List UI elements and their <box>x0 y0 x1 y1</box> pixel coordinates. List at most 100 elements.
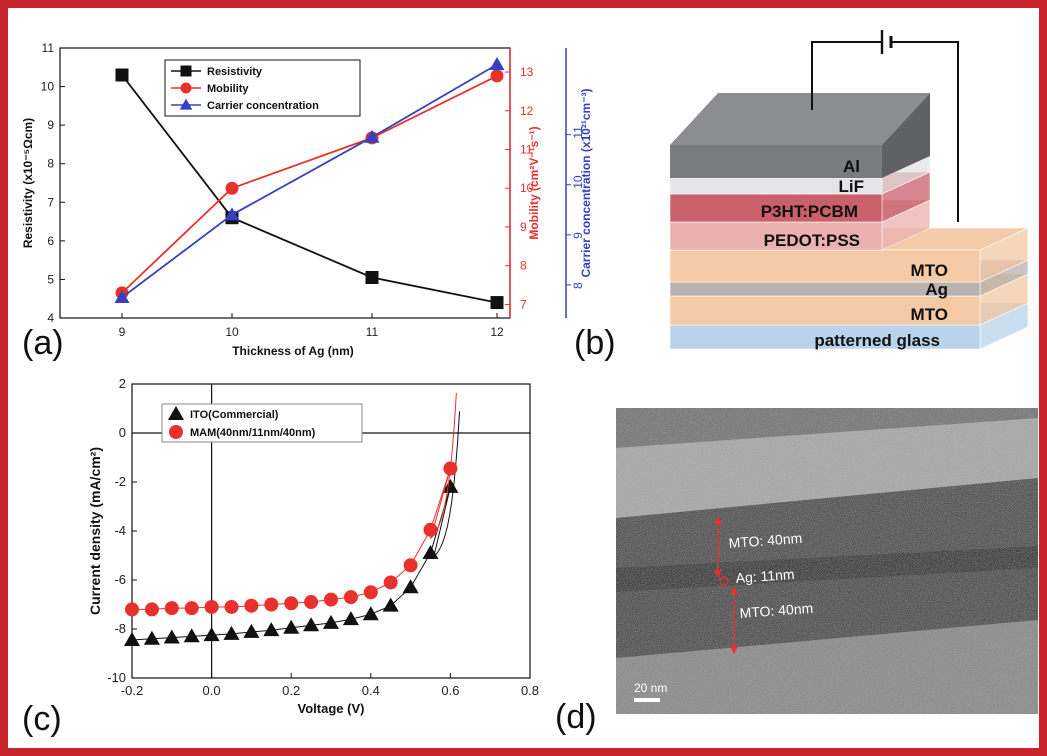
layer-p3ht-pcbm-front <box>669 193 883 223</box>
circuit-wire-right <box>891 41 959 222</box>
layer-al-side <box>882 93 930 178</box>
data-point-carrier-concentration <box>114 289 130 303</box>
x-tick-label: 9 <box>119 325 126 339</box>
arrow-head <box>714 570 722 578</box>
legend-marker <box>180 65 192 77</box>
data-point-mam <box>304 595 319 610</box>
carrier-tick-label: 8 <box>571 282 585 289</box>
panel-label-b: (b) <box>574 324 616 362</box>
data-point-mam <box>363 585 378 600</box>
data-point-ito <box>143 630 160 645</box>
tem-top-edge <box>616 408 1038 448</box>
layer-pedot-pss-front <box>669 221 883 251</box>
left-y-tick-label: 8 <box>47 157 54 171</box>
layer-label: P3HT:PCBM <box>761 202 858 221</box>
data-point-resistivity <box>365 271 379 284</box>
data-point-ito <box>442 478 459 493</box>
tem-label-ag: Ag: 11nm <box>735 566 795 586</box>
tem-scale-bar <box>634 698 660 702</box>
mobility-tick-label: 8 <box>520 259 527 273</box>
left-y-tick-label: 6 <box>47 234 54 248</box>
data-point-ito <box>422 545 439 559</box>
layer-label: Ag <box>925 280 948 299</box>
tem-label-mto-top: MTO: 40nm <box>728 530 803 551</box>
x-tick-label: 0.8 <box>521 683 539 698</box>
legend-label: Resistivity <box>207 66 263 78</box>
data-point-carrier-concentration <box>489 57 505 71</box>
x-tick-label: 0.2 <box>282 683 300 698</box>
data-point-mobility <box>490 69 504 83</box>
panel-b-device-stack: AlLiFP3HT:PCBMPEDOT:PSSMTOAgMTOpatterned… <box>669 30 1029 350</box>
x-tick-label: 0.4 <box>362 683 380 698</box>
tem-substrate <box>616 620 1038 714</box>
panel-label-a: (a) <box>22 324 64 362</box>
data-point-carrier-concentration <box>224 207 240 221</box>
left-y-tick-label: 10 <box>41 80 55 94</box>
x-tick-label: 12 <box>490 325 504 339</box>
data-point-ito <box>342 611 359 626</box>
legend-label: Carrier concentration <box>207 100 319 112</box>
data-point-mam <box>244 598 259 613</box>
data-point-mam <box>224 599 239 614</box>
data-point-mam <box>264 597 279 612</box>
x-tick-label: -0.2 <box>121 683 143 698</box>
left-y-tick-label: 4 <box>47 311 54 325</box>
mobility-tick-label: 10 <box>520 181 534 195</box>
data-point-ito <box>223 625 240 640</box>
data-point-ito <box>263 622 280 637</box>
ag-marker <box>719 576 729 586</box>
data-point-mam <box>443 461 458 476</box>
data-point-ito <box>163 629 180 644</box>
circuit-wire-left <box>811 41 882 110</box>
x-axis-title: Voltage (V) <box>298 701 365 716</box>
layer-label: PEDOT:PSS <box>764 231 860 250</box>
carrier-tick-label: 11 <box>571 126 585 139</box>
legend-marker <box>179 98 193 110</box>
data-point-ito <box>283 619 300 634</box>
data-point-mobility <box>225 181 239 195</box>
series-line-mobility <box>121 75 498 294</box>
layer-al-front <box>670 145 882 178</box>
legend-label: MAM(40nm/11nm/40nm) <box>190 427 316 439</box>
left-y-tick-label: 9 <box>47 118 54 132</box>
data-point-mam <box>184 601 199 616</box>
layer-label: MTO <box>911 261 948 280</box>
data-point-mam <box>324 592 338 607</box>
y-tick-label: 2 <box>119 376 126 391</box>
carrier-axis-title: Carrier concentration (x10²¹cm⁻³) <box>579 88 593 277</box>
data-point-ito <box>322 614 340 629</box>
legend-marker <box>169 425 183 439</box>
layer-al-top <box>670 93 930 145</box>
tem-image-layers <box>616 408 1038 714</box>
data-point-ito <box>183 628 200 643</box>
data-point-ito <box>402 579 419 594</box>
data-point-resistivity <box>115 68 129 82</box>
y-tick-label: -10 <box>107 670 126 685</box>
data-point-mam <box>164 601 179 616</box>
series-line-resistivity <box>121 74 498 304</box>
data-point-mam <box>383 575 398 590</box>
x-tick-label: 0.6 <box>441 683 459 698</box>
data-point-mam <box>125 602 139 617</box>
data-point-mam <box>403 558 418 573</box>
y-tick-label: -4 <box>114 523 126 538</box>
tem-label-mto-bottom: MTO: 40nm <box>739 600 814 621</box>
layer-mto-bottom-front <box>669 295 981 326</box>
data-point-ito <box>203 627 220 642</box>
data-point-ito <box>303 617 320 632</box>
data-point-ito <box>243 623 260 638</box>
data-point-mam <box>284 596 299 611</box>
left-y-tick-label: 11 <box>42 41 55 55</box>
y-axis-title: Current density (mA/cm²) <box>87 447 103 615</box>
panel-label-c: (c) <box>22 700 62 738</box>
data-point-ito <box>362 606 379 621</box>
tem-scale-label: 20 nm <box>634 681 667 695</box>
data-point-ito <box>382 597 399 612</box>
left-y-tick-label: 7 <box>47 195 54 209</box>
y-tick-label: -2 <box>114 474 126 489</box>
layer-label: LiF <box>839 177 865 196</box>
data-point-carrier-concentration <box>364 129 380 143</box>
panel-c-chart: -0.2 0.0 0.2 0.4 0.6 0.8 -10 -8 -6 -4 -2 0 2 Voltage … <box>87 376 539 716</box>
arrow-head <box>730 586 738 594</box>
